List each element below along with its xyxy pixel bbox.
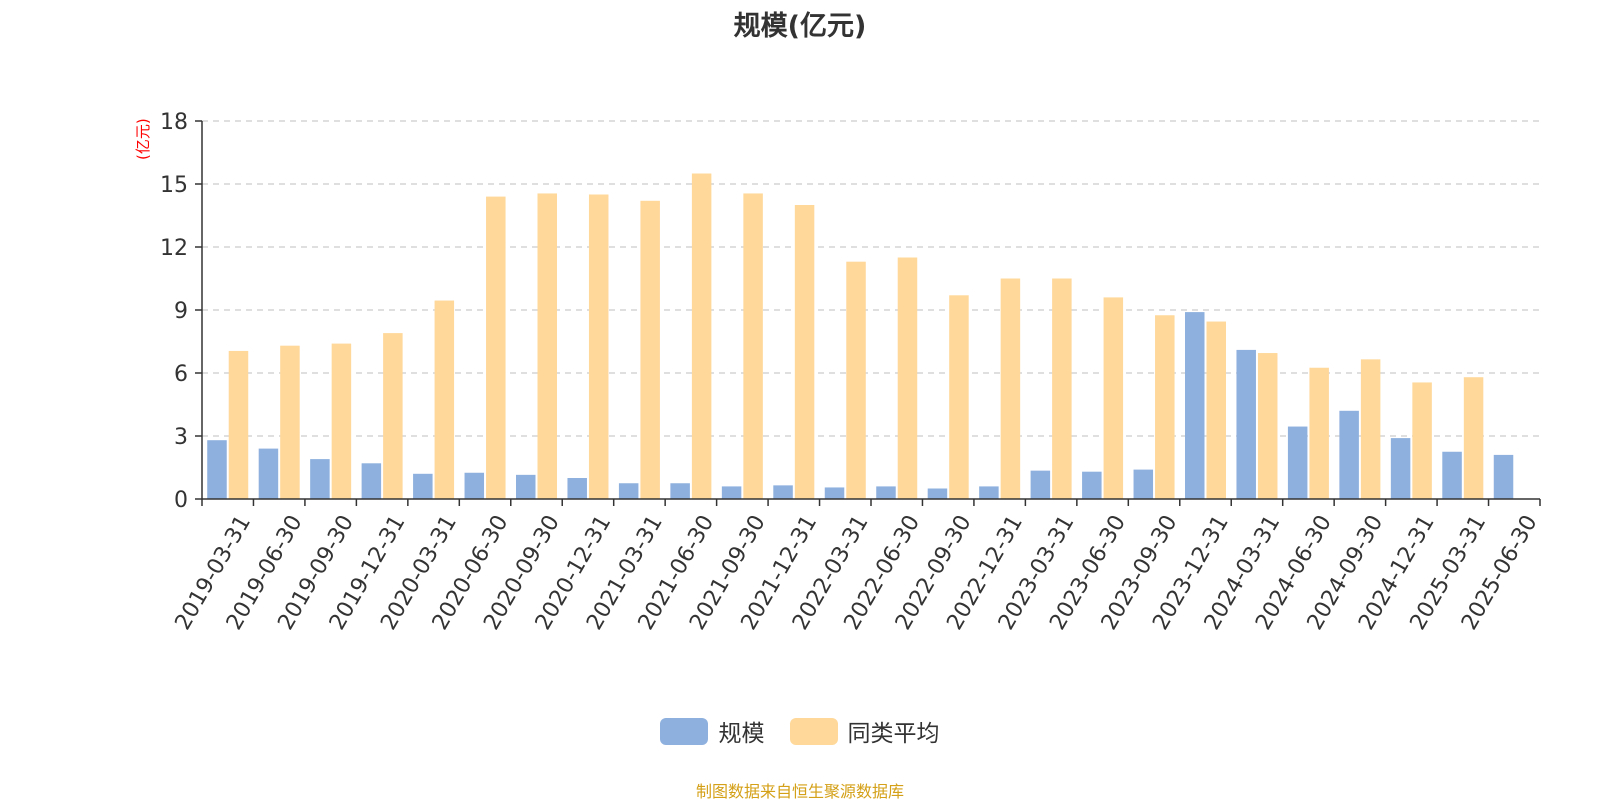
bar-peer-average <box>1412 382 1432 499</box>
bar-peer-average <box>331 343 352 499</box>
bar-peer-average <box>1360 359 1381 499</box>
bar-peer-average <box>1206 321 1226 499</box>
bar-peer-average <box>486 196 506 499</box>
y-tick-label: 9 <box>174 299 188 324</box>
bar-scale <box>413 473 433 499</box>
y-tick-label: 18 <box>160 110 188 135</box>
bar-scale <box>618 483 639 499</box>
bar-scale <box>1236 349 1256 499</box>
bar-peer-average <box>588 194 609 499</box>
bar-peer-average <box>228 350 249 499</box>
bar-peer-average <box>743 193 763 499</box>
bars <box>207 173 1514 500</box>
bar-scale <box>1287 426 1308 499</box>
bar-peer-average <box>1257 353 1278 499</box>
legend-swatch-scale <box>660 717 709 745</box>
bar-scale <box>361 463 382 499</box>
bar-peer-average <box>897 257 918 499</box>
bar-peer-average <box>1052 278 1072 499</box>
bar-scale <box>1030 470 1051 499</box>
bar-scale <box>876 486 896 499</box>
bar-scale <box>670 483 690 499</box>
legend-label-scale: 规模 <box>718 721 765 747</box>
bar-peer-average <box>537 193 557 499</box>
legend-item-peer-average[interactable]: 同类平均 <box>789 714 940 748</box>
bar-peer-average <box>1463 377 1484 499</box>
chart-title: 规模(亿元) <box>733 11 867 42</box>
bar-peer-average <box>1309 367 1329 499</box>
bar-scale <box>824 487 845 499</box>
legend: 规模 同类平均 <box>0 714 1600 748</box>
bar-peer-average <box>1000 278 1021 499</box>
bar-peer-average <box>691 173 712 499</box>
bar-scale <box>258 448 279 499</box>
y-tick-label: 0 <box>174 488 188 513</box>
bar-peer-average <box>280 345 300 499</box>
bar-scale <box>310 459 330 499</box>
legend-item-scale[interactable]: 规模 <box>660 714 764 748</box>
bar-scale <box>773 485 793 499</box>
bar-peer-average <box>794 205 815 499</box>
bar-peer-average <box>383 333 403 499</box>
bar-scale <box>516 474 536 499</box>
y-tick-label: 12 <box>160 236 188 261</box>
bar-scale <box>1185 312 1205 499</box>
bar-scale <box>1442 451 1462 499</box>
y-tick-label: 3 <box>174 425 188 450</box>
data-source-note: 制图数据来自恒生聚源数据库 <box>695 782 904 801</box>
grid-lines <box>202 120 1540 437</box>
bar-scale <box>464 472 485 499</box>
bar-peer-average <box>1103 297 1124 499</box>
bar-peer-average <box>434 300 455 499</box>
legend-label-peer-average: 同类平均 <box>847 721 940 747</box>
axes <box>195 120 1541 506</box>
bar-scale <box>567 478 587 499</box>
bar-scale <box>927 488 948 499</box>
bar-scale <box>207 440 227 499</box>
bar-scale <box>1082 471 1102 499</box>
bar-scale <box>721 486 742 499</box>
y-tick-label: 15 <box>160 173 188 198</box>
y-tick-label: 6 <box>174 362 188 387</box>
bar-scale <box>1390 438 1411 499</box>
bar-peer-average <box>640 200 660 500</box>
bar-scale <box>1339 410 1359 499</box>
bar-peer-average <box>846 261 866 499</box>
bar-peer-average <box>1155 315 1175 499</box>
bar-peer-average <box>949 295 969 499</box>
bar-scale <box>1133 469 1154 499</box>
legend-swatch-peer-average <box>789 717 838 745</box>
bar-scale <box>1493 454 1514 499</box>
bar-scale <box>979 486 999 499</box>
bar-chart: 03691215182019-03-312019-06-302019-09-30… <box>160 110 1543 634</box>
